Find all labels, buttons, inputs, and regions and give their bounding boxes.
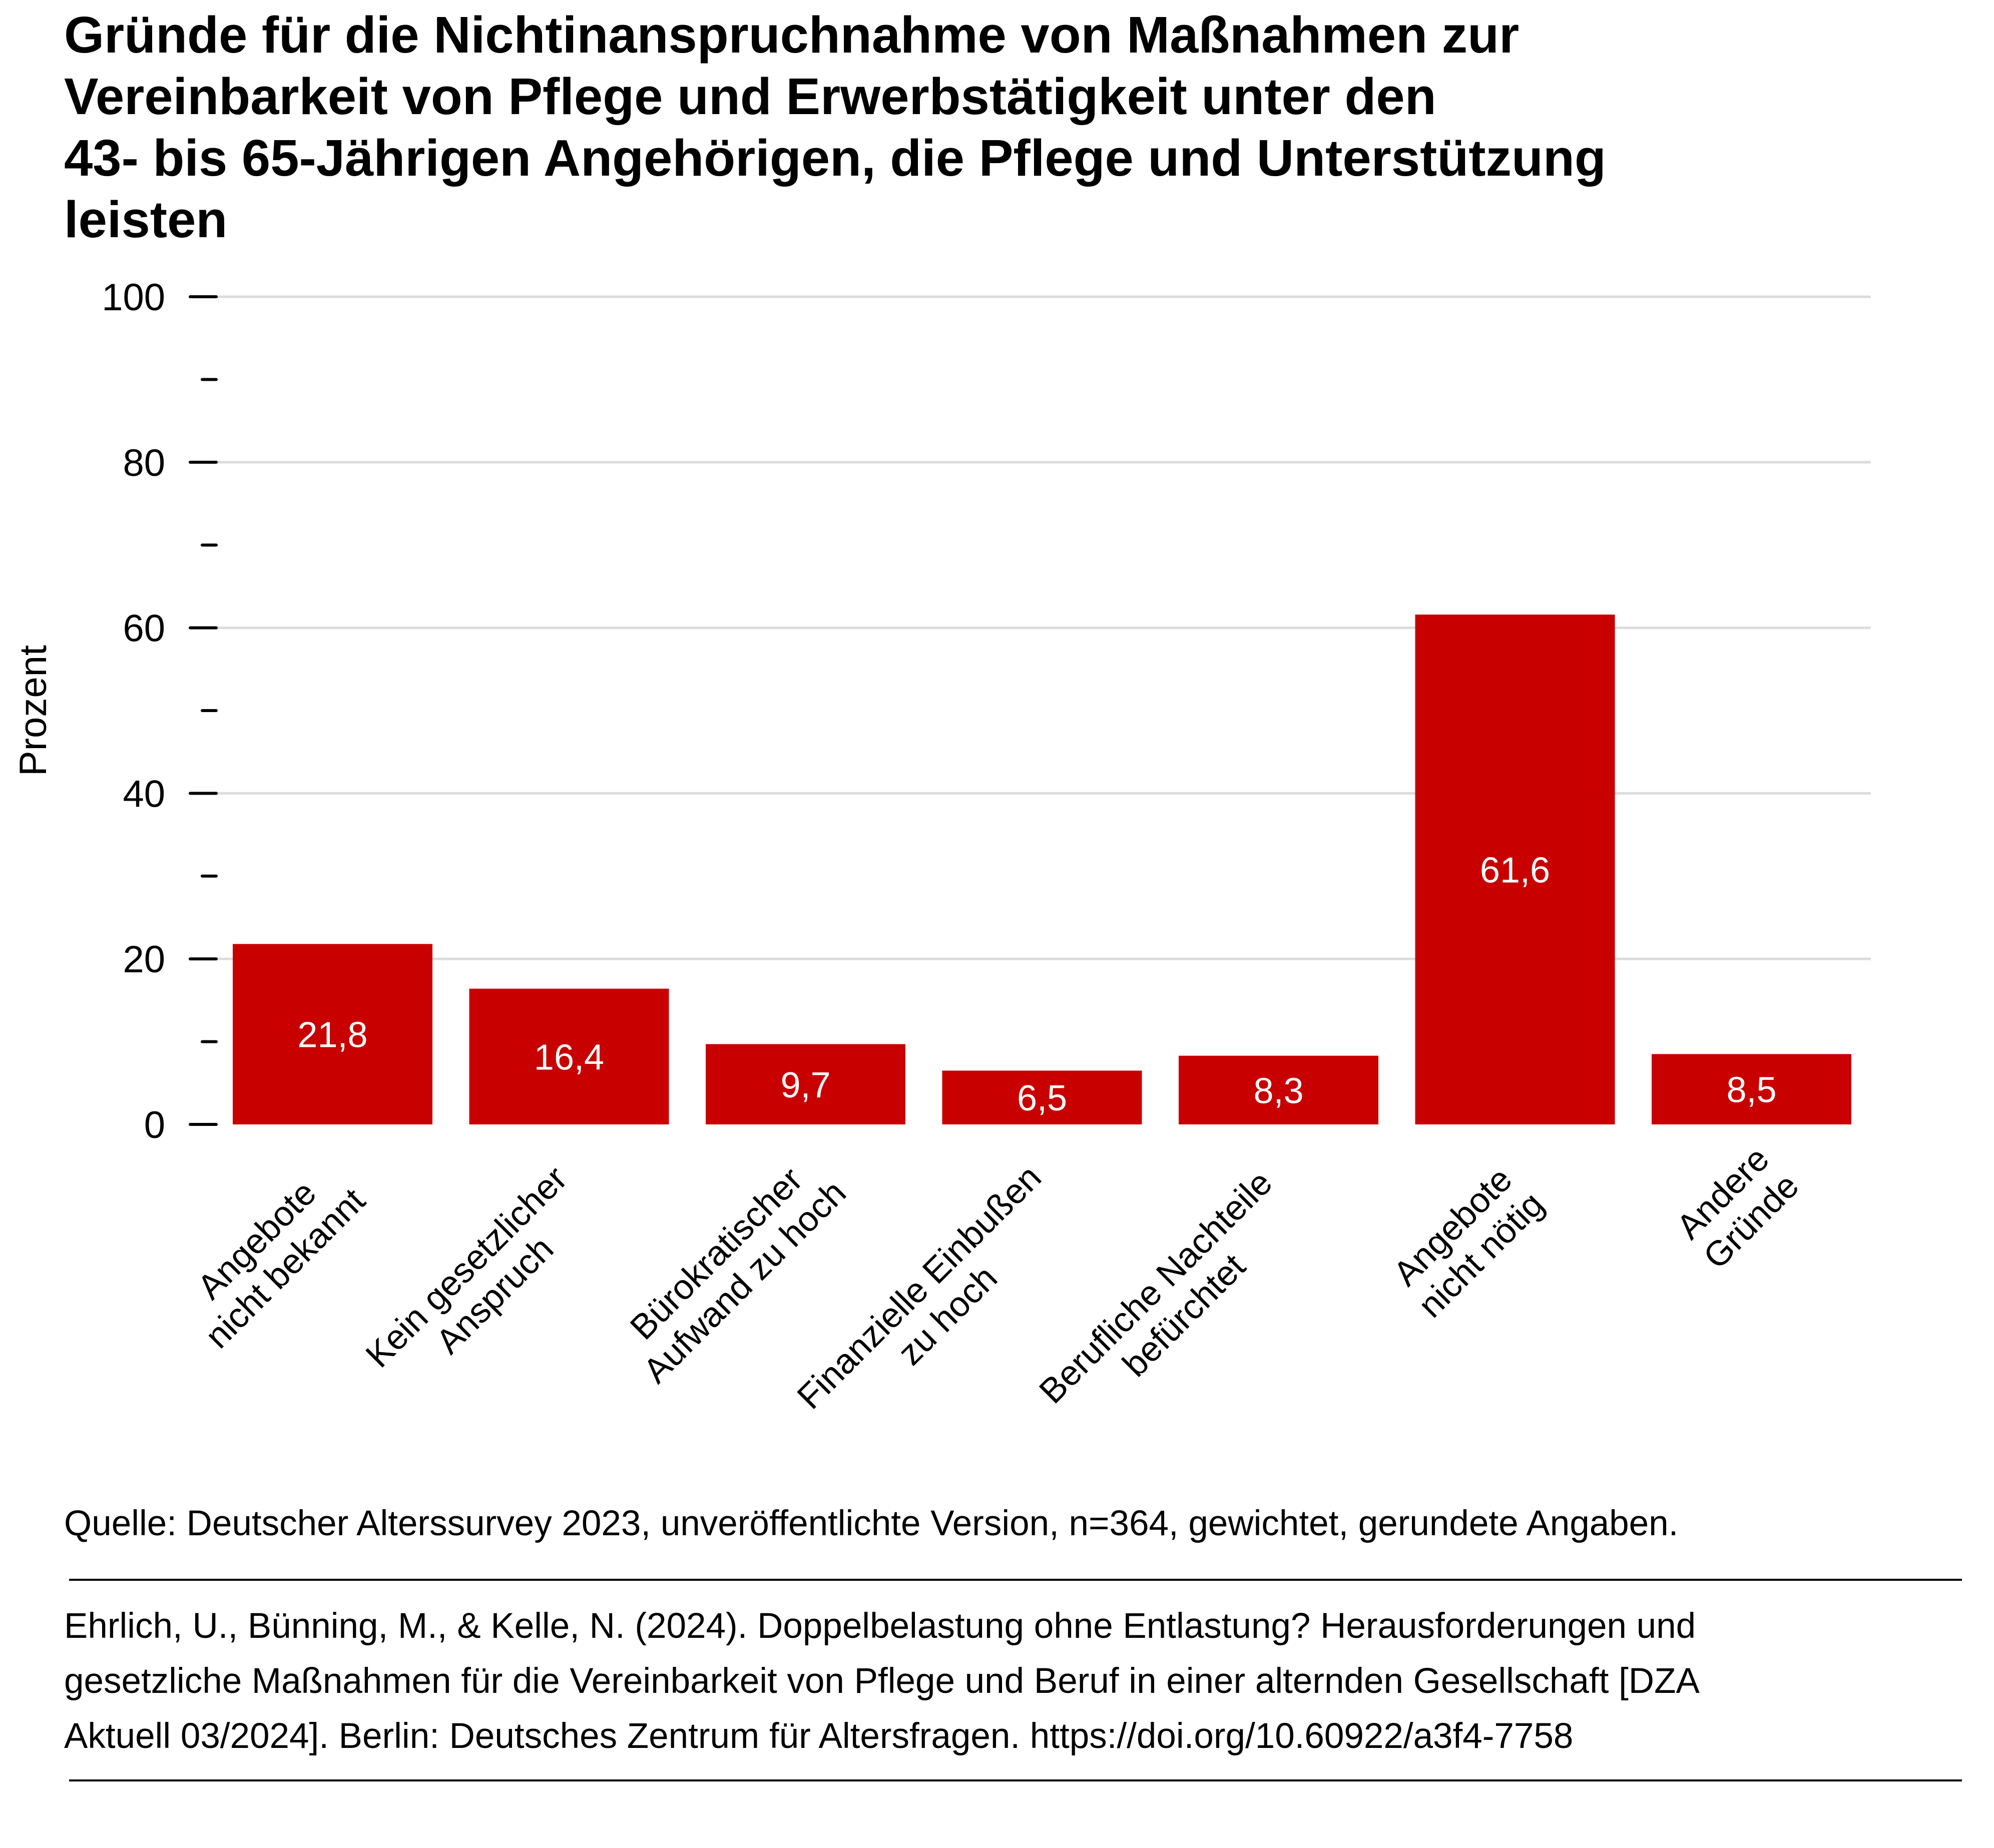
bar xyxy=(1179,1055,1378,1124)
citation: Ehrlich, U., Bünning, M., & Kelle, N. (2… xyxy=(64,1599,1700,1764)
citation-line: Aktuell 03/2024]. Berlin: Deutsches Zent… xyxy=(64,1716,1574,1756)
bar xyxy=(942,1070,1142,1124)
y-tick-label: 40 xyxy=(123,773,165,815)
y-tick-label: 0 xyxy=(144,1104,165,1146)
bars: 21,8 16,4 9,7 6,5 8,3 61,6 8,5 xyxy=(233,614,1851,1124)
title-line: Vereinbarkeit von Pflege und Erwerbstäti… xyxy=(64,68,1436,125)
footer-divider xyxy=(69,1779,1962,1781)
bar xyxy=(1652,1054,1851,1124)
x-tick-label: Angebotenicht bekannt xyxy=(169,1152,372,1356)
x-tick-label: BürokratischerAufwand zu hoch xyxy=(608,1144,853,1390)
footer-divider xyxy=(69,1579,1962,1581)
svg-text:Berufliche Nachteilebefürchtet: Berufliche Nachteilebefürchtet xyxy=(1032,1163,1308,1439)
bar-value-label: 61,6 xyxy=(1480,851,1550,891)
source-note: Quelle: Deutscher Alterssurvey 2023, unv… xyxy=(64,1504,1679,1543)
y-tick-label: 80 xyxy=(123,442,165,484)
citation-line: gesetzliche Maßnahmen für die Vereinbark… xyxy=(64,1661,1700,1701)
title-line: 43- bis 65-Jährigen Angehörigen, die Pfl… xyxy=(64,129,1606,187)
y-axis-ticks: 0 20 40 60 80 100 xyxy=(102,276,218,1146)
title-line: Gründe für die Nichtinanspruchnahme von … xyxy=(64,6,1520,64)
bar-value-label: 21,8 xyxy=(297,1015,367,1055)
bar-value-label: 8,3 xyxy=(1253,1071,1303,1111)
x-tick-label: Berufliche Nachteilebefürchtet xyxy=(1032,1163,1308,1439)
bar-value-label: 6,5 xyxy=(1017,1078,1067,1118)
y-tick-label: 20 xyxy=(123,938,165,981)
bar xyxy=(233,944,432,1124)
svg-text:Angebotenicht bekannt: Angebotenicht bekannt xyxy=(169,1152,372,1356)
bar-value-label: 8,5 xyxy=(1726,1070,1776,1110)
bar xyxy=(706,1044,905,1124)
y-axis-title: Prozent xyxy=(12,645,55,776)
bar-value-label: 9,7 xyxy=(780,1065,830,1105)
bar xyxy=(469,988,669,1124)
svg-text:Kein gesetzlicherAnspruch: Kein gesetzlicherAnspruch xyxy=(358,1158,603,1403)
x-tick-label: Angebotenicht nötig xyxy=(1382,1156,1552,1325)
svg-text:AndereGründe: AndereGründe xyxy=(1668,1138,1806,1277)
svg-text:Angebotenicht nötig: Angebotenicht nötig xyxy=(1382,1156,1551,1325)
x-tick-label: Kein gesetzlicherAnspruch xyxy=(358,1158,603,1403)
chart-title: Gründe für die Nichtinanspruchnahme von … xyxy=(64,4,1946,250)
title-line: leisten xyxy=(64,191,228,248)
bar-value-label: 16,4 xyxy=(534,1037,604,1077)
citation-line: Ehrlich, U., Bünning, M., & Kelle, N. (2… xyxy=(64,1606,1696,1646)
x-tick-label: AndereGründe xyxy=(1668,1138,1806,1277)
y-tick-label: 100 xyxy=(102,276,165,319)
bar xyxy=(1415,614,1615,1124)
svg-text:BürokratischerAufwand zu hoch: BürokratischerAufwand zu hoch xyxy=(608,1144,853,1390)
gridlines xyxy=(216,295,1871,960)
y-tick-label: 60 xyxy=(123,607,165,650)
x-tick-label-line: Berufliche Nachteile xyxy=(1032,1163,1279,1411)
